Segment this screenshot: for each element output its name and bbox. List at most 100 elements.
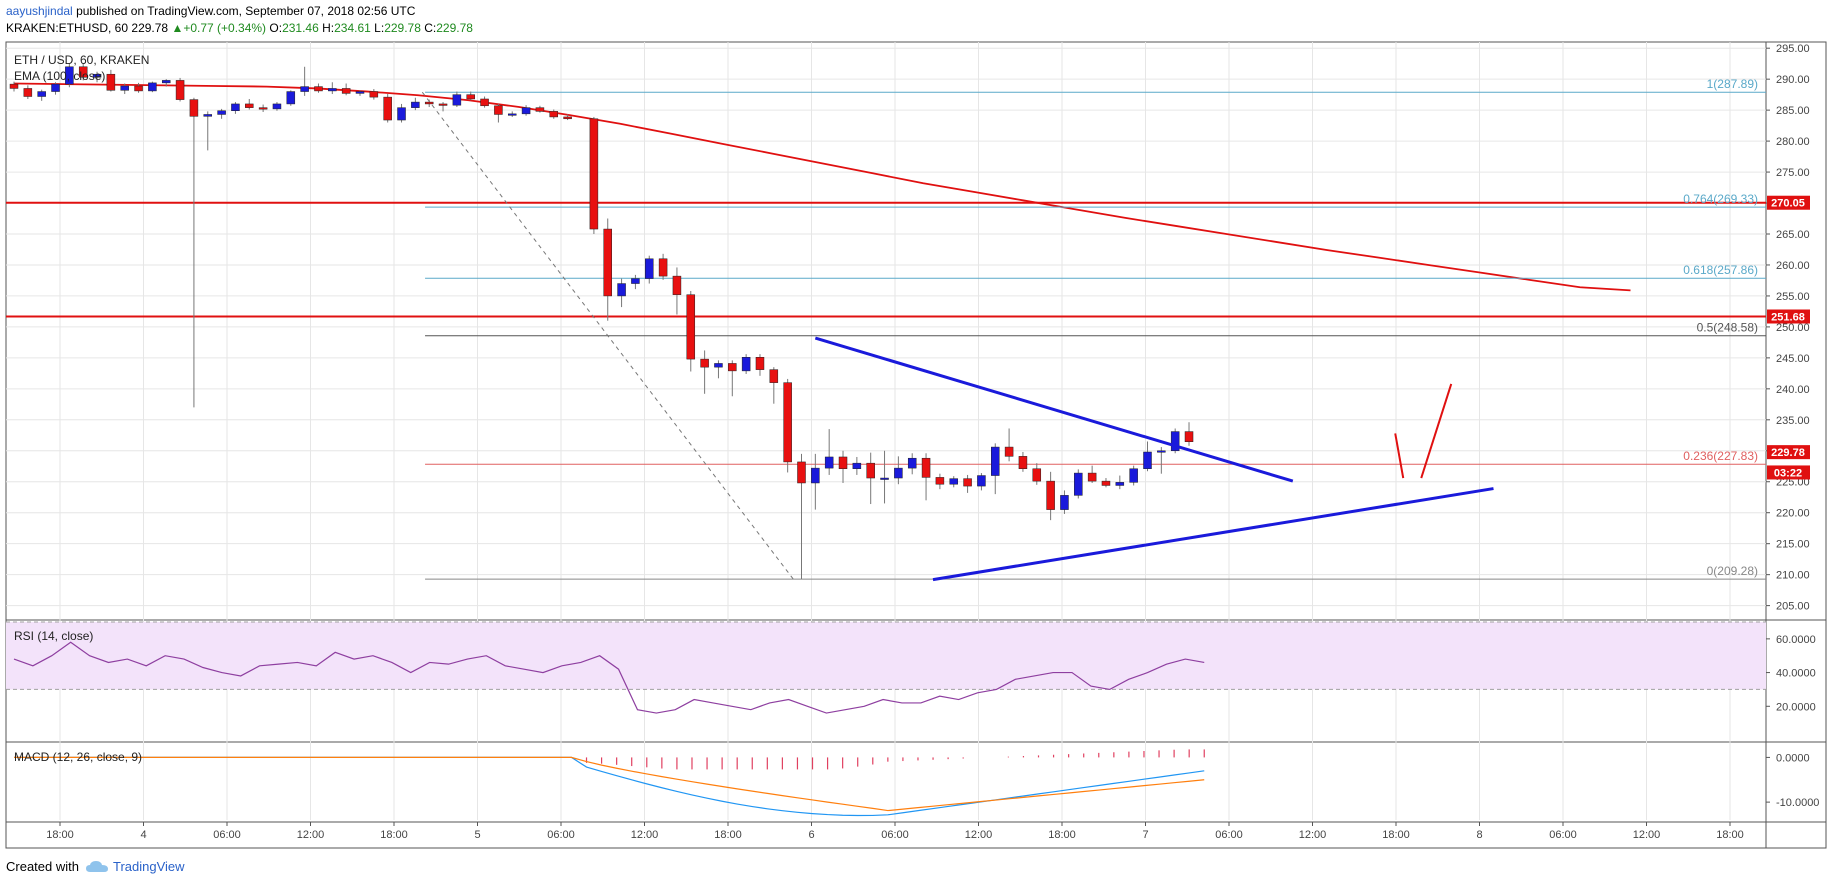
- projection-up-stroke: [1420, 383, 1453, 479]
- low-label: L:: [374, 21, 385, 35]
- created-with-label: Created with: [6, 859, 79, 874]
- candle-body: [494, 105, 503, 115]
- fib-level-label: 1(287.89): [1707, 77, 1758, 91]
- high-label: H:: [322, 21, 335, 35]
- candle-body: [728, 363, 737, 372]
- y-tick-label: 240.00: [1776, 384, 1810, 396]
- candle-body: [645, 258, 654, 279]
- candle-body: [369, 91, 379, 98]
- candle-body: [383, 96, 392, 121]
- candle-body: [563, 116, 572, 120]
- close-value: 229.78: [436, 21, 473, 35]
- candle-body: [9, 83, 19, 89]
- y-tick-label: 210.00: [1776, 570, 1810, 582]
- candle-body: [1129, 468, 1138, 483]
- triangle-trendline: [932, 487, 1494, 582]
- author-link[interactable]: aayushjindal: [6, 4, 73, 18]
- open-value: 231.46: [282, 21, 319, 35]
- grid: [6, 42, 1766, 826]
- candle-body: [65, 66, 74, 85]
- candle-body: [1018, 456, 1028, 469]
- candle-body: [935, 477, 945, 485]
- price-tag-bg: [1767, 465, 1810, 480]
- x-tick-label: 12:00: [1633, 829, 1661, 841]
- candle-body: [977, 475, 986, 487]
- x-tick-label: 06:00: [881, 829, 909, 841]
- candle-body: [134, 85, 143, 92]
- macd-tick-label: 0.0000: [1776, 752, 1810, 764]
- candle-body: [438, 103, 448, 106]
- price-tag: 270.05: [1767, 195, 1810, 210]
- publish-header: aayushjindal published on TradingView.co…: [6, 4, 415, 19]
- y-tick-label: 245.00: [1776, 353, 1810, 365]
- candle-body: [1157, 450, 1166, 453]
- macd-signal-line: [14, 756, 1205, 812]
- candle-body: [824, 456, 834, 469]
- x-tick-label: 7: [1142, 829, 1148, 841]
- candle-body: [217, 110, 226, 115]
- tradingview-link[interactable]: TradingView: [85, 859, 185, 874]
- y-tick-label: 250.00: [1776, 322, 1810, 334]
- candle-body: [535, 107, 545, 112]
- price-tag-label: 270.05: [1771, 198, 1805, 210]
- candle-body: [714, 363, 723, 368]
- candle-body: [1046, 480, 1055, 510]
- y-tick-label: 260.00: [1776, 260, 1810, 272]
- price-tag: 03:22: [1767, 465, 1810, 480]
- x-tick-label: 8: [1476, 829, 1482, 841]
- ticker-line: KRAKEN:ETHUSD, 60 229.78 ▲+0.77 (+0.34%)…: [6, 21, 473, 36]
- y-tick-label: 225.00: [1776, 477, 1810, 489]
- candle-body: [78, 66, 88, 78]
- candle-body: [617, 283, 626, 297]
- candle-body: [397, 107, 406, 121]
- candle-body: [811, 467, 820, 484]
- high-value: 234.61: [334, 21, 371, 35]
- candle-body: [189, 99, 199, 117]
- candle-body: [963, 478, 972, 487]
- candle-body: [866, 462, 875, 479]
- candle-body: [341, 88, 351, 94]
- candle-body: [1032, 468, 1042, 482]
- candle-body: [783, 382, 792, 463]
- candle-body: [23, 88, 33, 97]
- y-tick-label: 235.00: [1776, 415, 1810, 427]
- chart-title: ETH / USD, 60, KRAKEN: [14, 53, 149, 67]
- candle-body: [175, 80, 185, 100]
- x-tick-label: 4: [140, 829, 146, 841]
- x-tick-label: 18:00: [1716, 829, 1744, 841]
- candle-body: [907, 457, 917, 469]
- candle-body: [769, 369, 779, 383]
- price-change: ▲+0.77 (+0.34%): [171, 21, 267, 35]
- candle-body: [258, 107, 268, 110]
- candle-body: [1074, 472, 1083, 496]
- candle-body: [1101, 480, 1111, 486]
- fib-level-label: 0(209.28): [1707, 564, 1758, 578]
- tradingview-cloud-icon: [85, 860, 108, 872]
- candle-body: [424, 101, 434, 105]
- candle-body: [1004, 446, 1014, 457]
- fib-level-label: 0.5(248.58): [1697, 321, 1758, 335]
- x-tick-label: 5: [474, 829, 480, 841]
- fib-level-label: 0.764(269.33): [1683, 192, 1758, 206]
- price-tag-label: 251.68: [1771, 311, 1805, 323]
- ema-line: [13, 82, 1631, 292]
- fib-level-label: 0.618(257.86): [1683, 263, 1758, 277]
- candle-body: [148, 82, 157, 92]
- x-tick-label: 12:00: [965, 829, 993, 841]
- macd-tick-label: -10.0000: [1776, 797, 1819, 809]
- price-tag-bg: [1767, 195, 1810, 210]
- y-tick-label: 215.00: [1776, 539, 1810, 551]
- candle-body: [245, 103, 254, 108]
- x-tick-label: 12:00: [297, 829, 325, 841]
- candle-body: [549, 111, 559, 118]
- candle-body: [838, 456, 848, 469]
- y-tick-label: 285.00: [1776, 105, 1810, 117]
- candle-body: [589, 118, 599, 230]
- candle-body: [949, 478, 958, 485]
- candle-body: [452, 94, 462, 106]
- candle-body: [852, 462, 862, 469]
- candle-body: [755, 357, 765, 370]
- low-value: 229.78: [384, 21, 421, 35]
- rsi-band: [6, 622, 1766, 690]
